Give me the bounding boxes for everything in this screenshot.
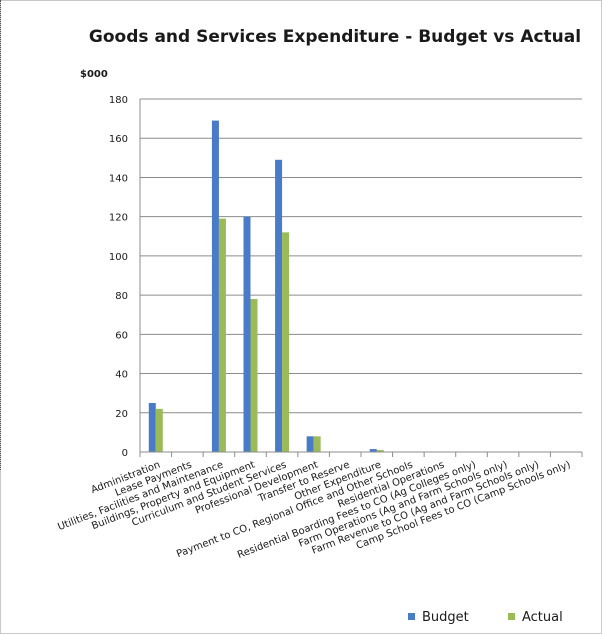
legend: Budget Actual — [408, 610, 563, 625]
bar-budget — [148, 402, 156, 452]
y-tick-label: 60 — [115, 330, 128, 341]
bar-actual — [155, 408, 163, 452]
bar-actual — [313, 436, 321, 452]
legend-swatch-budget — [408, 613, 415, 620]
legend-label-budget: Budget — [422, 610, 469, 625]
y-tick-label: 180 — [109, 95, 128, 106]
legend-label-actual: Actual — [522, 610, 563, 625]
y-tick-labels: 0 20 40 60 80 100 120 140 160 180 — [109, 95, 128, 459]
bar-budget — [275, 159, 283, 453]
bars — [148, 120, 384, 453]
y-tick-label: 120 — [109, 213, 128, 224]
gridlines — [140, 98, 582, 414]
y-axis-unit: $000 — [80, 69, 108, 80]
bar-actual — [376, 450, 384, 452]
bar-budget — [211, 120, 219, 453]
chart-title: Goods and Services Expenditure - Budget … — [89, 27, 581, 47]
bar-budget — [306, 436, 314, 452]
axes — [139, 99, 583, 457]
bar-actual — [218, 218, 226, 452]
y-tick-label: 40 — [115, 370, 128, 381]
selection-border — [0, 0, 3, 470]
y-tick-label: 0 — [122, 448, 128, 459]
legend-swatch-actual — [508, 613, 515, 620]
y-tick-label: 20 — [115, 409, 128, 420]
y-tick-label: 80 — [115, 291, 128, 302]
bar-budget — [369, 449, 377, 452]
bar-actual — [282, 232, 290, 452]
bar-actual — [250, 299, 258, 452]
bar-budget — [243, 216, 251, 452]
y-tick-label: 100 — [109, 252, 128, 263]
y-tick-label: 140 — [109, 173, 128, 184]
y-tick-label: 160 — [109, 134, 128, 145]
